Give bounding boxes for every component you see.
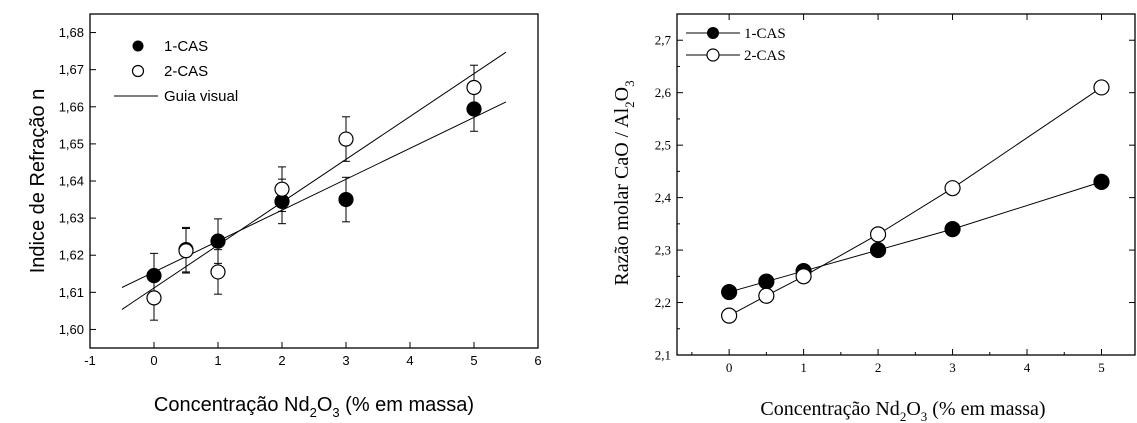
- legend: 1-CAS 2-CAS Guia visual: [114, 38, 238, 105]
- x-tick-label: -1: [84, 353, 96, 368]
- x-tick-label: 3: [342, 353, 349, 368]
- y-tick-label: 1,61: [59, 285, 84, 300]
- y-axis-label: Razão molar CaO / Al2O3: [611, 80, 637, 285]
- y-tick-label: 1,62: [59, 248, 84, 263]
- data-points: [146, 64, 482, 321]
- point-2cas: [146, 290, 162, 306]
- x-axis-label: Concentração Nd2O3 (% em massa): [760, 398, 1045, 423]
- series-lines: [728, 87, 1102, 317]
- legend-marker-1cas: [132, 40, 144, 52]
- x-tick-label: 2: [875, 360, 882, 375]
- x-tick-label: 5: [470, 353, 477, 368]
- axis-ticks: -1 0 1 2 3 4 5 6 1,60 1,61 1,62 1,63 1,64 1,65 1,66 1,6…: [59, 25, 542, 368]
- axis-ticks: 0 1 2 3 4 5 2,1 2,2 2,3 2,4 2,5 2,6 2,7: [655, 14, 1135, 375]
- data-points: [721, 79, 1110, 324]
- legend: 1-CAS 2-CAS: [686, 26, 786, 64]
- y-tick-label: 2,6: [655, 85, 672, 100]
- x-tick-label: 2: [278, 353, 285, 368]
- y-tick-label: 2,5: [655, 138, 671, 153]
- point-2cas: [944, 180, 961, 197]
- y-tick-label: 1,63: [59, 211, 84, 226]
- legend-label-2cas: 2-CAS: [164, 63, 208, 80]
- legend-label-1cas: 1-CAS: [744, 26, 786, 42]
- point-2cas: [1093, 79, 1110, 96]
- legend-marker-1cas: [707, 27, 719, 39]
- y-tick-label: 2,7: [655, 33, 672, 48]
- point-2cas: [210, 264, 226, 280]
- molar-ratio-chart: 0 1 2 3 4 52,12,22,32,42,52,62,7 1-CAS 2-CAS …: [611, 13, 1136, 423]
- point-2cas: [338, 131, 354, 147]
- fit-line: [121, 101, 507, 288]
- legend-marker-2cas: [706, 48, 720, 62]
- x-tick-label: 0: [726, 360, 733, 375]
- point-1cas: [758, 273, 775, 290]
- point-1cas: [338, 191, 354, 208]
- y-tick-label: 1,67: [59, 62, 84, 77]
- y-tick-label: 1,68: [59, 25, 84, 40]
- point-2cas: [466, 79, 482, 96]
- legend-label-guia: Guia visual: [164, 88, 238, 105]
- point-1cas: [944, 220, 961, 238]
- x-tick-label: 4: [406, 353, 413, 368]
- point-2cas: [178, 243, 194, 259]
- y-axis-label: Indice de Refração n: [27, 89, 49, 274]
- x-tick-label: 6: [534, 353, 541, 368]
- y-tick-label: 1,65: [59, 136, 84, 151]
- point-1cas: [210, 233, 226, 249]
- point-2cas: [721, 307, 738, 324]
- refraction-index-chart: -1 0 1 2 3 4 5 6 1,60 1,61 1,62 1,63 1,64 1,65 1,66 1,6…: [27, 13, 542, 420]
- x-tick-label: 0: [150, 353, 157, 368]
- y-tick-label: 2,3: [655, 243, 671, 258]
- point-1cas: [869, 241, 887, 259]
- y-tick-label: 1,60: [59, 322, 84, 337]
- legend-label-1cas: 1-CAS: [164, 38, 208, 55]
- x-tick-label: 1: [214, 353, 221, 368]
- x-tick-label: 3: [949, 360, 956, 375]
- legend-marker-2cas: [131, 64, 145, 78]
- y-tick-label: 2,4: [655, 190, 672, 205]
- plot-frame: [676, 13, 1136, 356]
- x-tick-label: 4: [1024, 360, 1031, 375]
- y-tick-label: 2,2: [655, 295, 671, 310]
- y-tick-label: 2,1: [655, 348, 671, 363]
- point-1cas: [1093, 173, 1110, 190]
- series-line-1cas: [728, 181, 1102, 293]
- y-tick-label: 1,66: [59, 99, 84, 114]
- y-tick-label: 1,64: [59, 174, 84, 189]
- point-2cas: [869, 226, 887, 243]
- point-2cas: [795, 268, 812, 285]
- legend-label-2cas: 2-CAS: [744, 48, 786, 64]
- x-tick-label: 5: [1098, 360, 1105, 375]
- point-1cas: [721, 283, 738, 301]
- point-2cas: [274, 181, 290, 197]
- point-2cas: [758, 287, 775, 304]
- x-axis-label: Concentração Nd2O3 (% em massa): [154, 394, 474, 420]
- series-line-2cas: [728, 87, 1102, 317]
- x-tick-label: 1: [800, 360, 807, 375]
